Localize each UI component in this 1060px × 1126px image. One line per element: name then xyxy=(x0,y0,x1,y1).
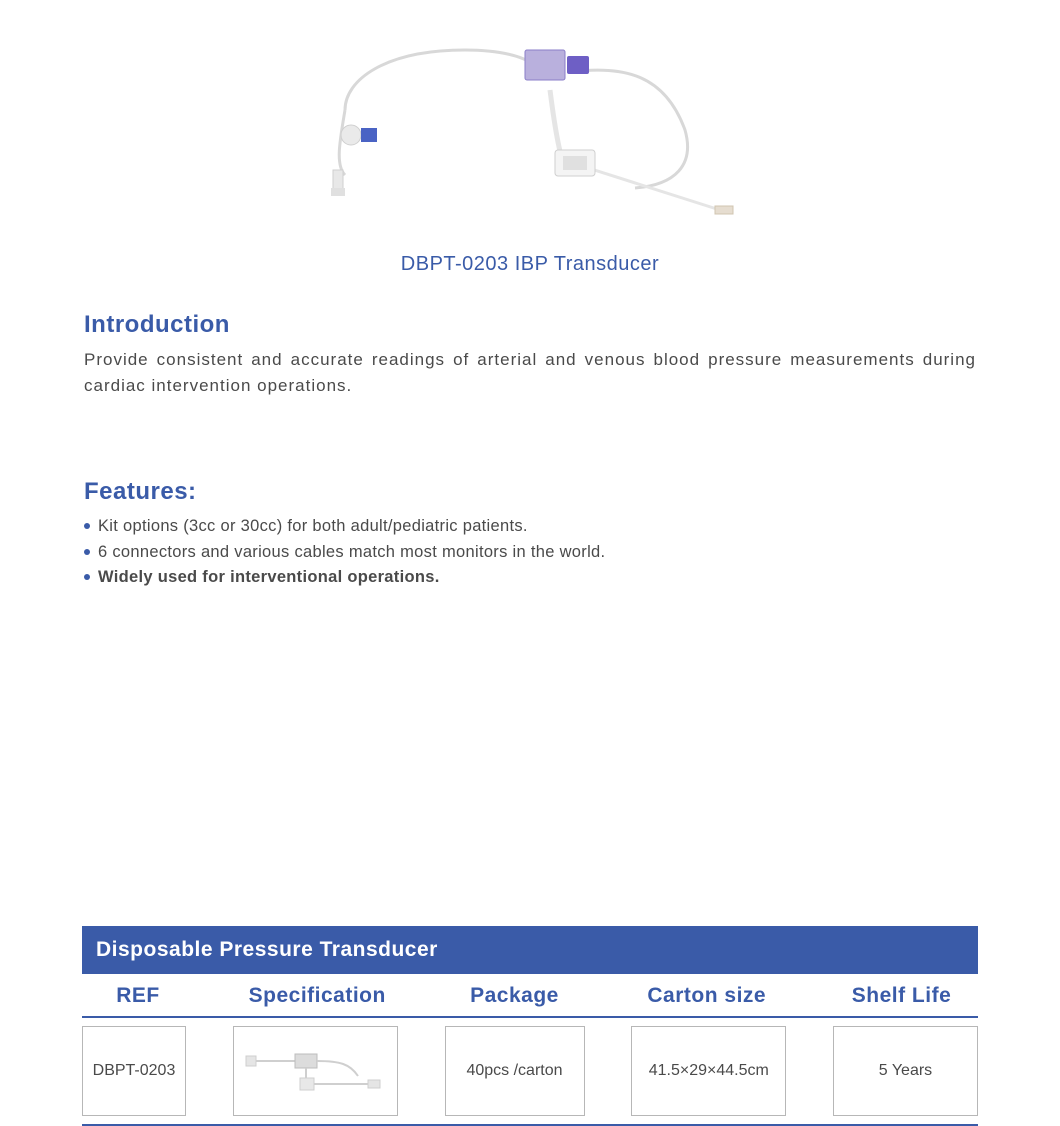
introduction-heading: Introduction xyxy=(84,311,976,339)
spec-section: Disposable Pressure Transducer REF Speci… xyxy=(0,926,1060,1126)
feature-item: Kit options (3cc or 30cc) for both adult… xyxy=(84,514,976,540)
product-illustration xyxy=(305,20,755,230)
column-header-spec: Specification xyxy=(235,984,400,1008)
column-header-ref: REF xyxy=(86,984,190,1008)
cell-package: 40pcs /carton xyxy=(445,1026,585,1116)
product-caption: DBPT-0203 IBP Transducer xyxy=(0,253,1060,276)
feature-item: Widely used for interventional operation… xyxy=(84,565,976,591)
column-header-cart: Carton size xyxy=(629,984,784,1008)
column-header-life: Shelf Life xyxy=(829,984,974,1008)
cell-shelf-life: 5 Years xyxy=(833,1026,978,1116)
cell-spec xyxy=(233,1026,398,1116)
feature-list: Kit options (3cc or 30cc) for both adult… xyxy=(84,514,976,591)
product-image-area xyxy=(0,0,1060,245)
cell-carton-size: 41.5×29×44.5cm xyxy=(631,1026,786,1116)
column-header-pack: Package xyxy=(445,984,585,1008)
features-heading: Features: xyxy=(84,478,976,506)
spec-table-header-row: REF Specification Package Carton size Sh… xyxy=(82,974,978,1018)
spec-table-title: Disposable Pressure Transducer xyxy=(82,926,978,974)
introduction-text: Provide consistent and accurate readings… xyxy=(84,347,976,398)
spec-thumbnail-icon xyxy=(240,1036,390,1106)
feature-item: 6 connectors and various cables match mo… xyxy=(84,540,976,566)
spec-table-row: DBPT-0203 40pcs /carton 41.5×29×44.5cm 5… xyxy=(82,1018,978,1126)
cell-ref: DBPT-0203 xyxy=(82,1026,186,1116)
